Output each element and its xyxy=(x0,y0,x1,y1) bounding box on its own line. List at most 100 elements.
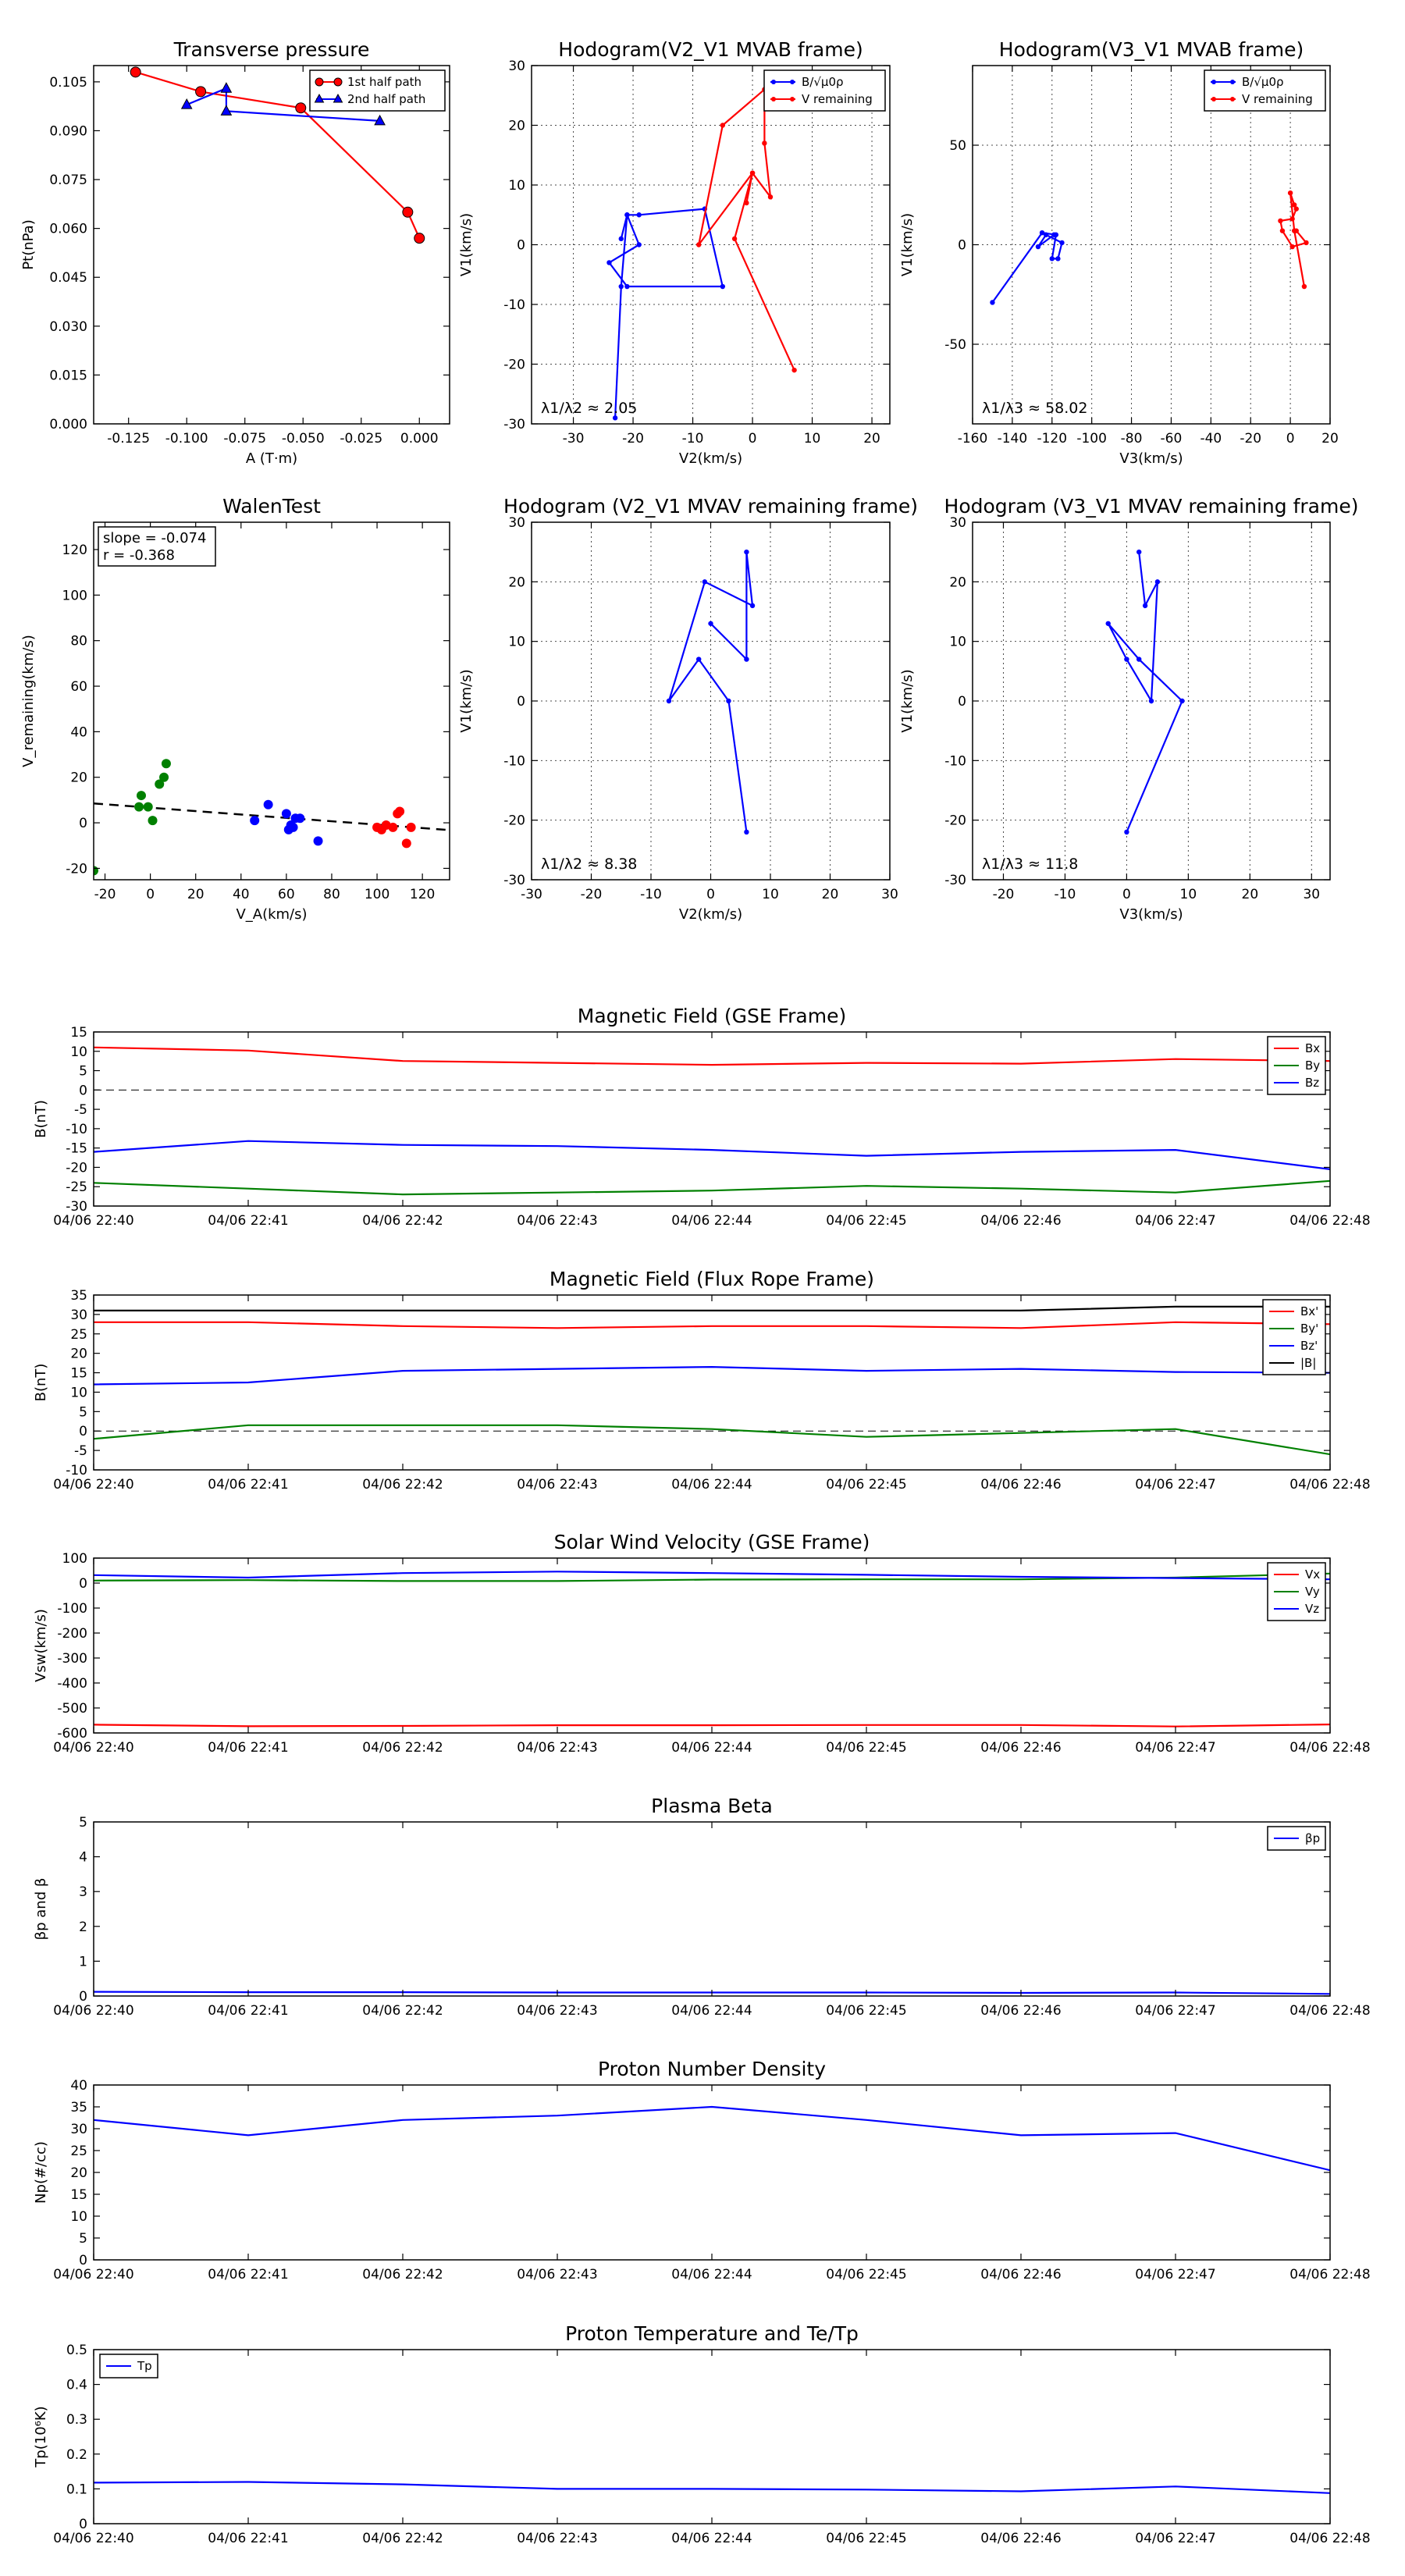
legend-label-0: B/√μ0ρ xyxy=(1242,75,1284,89)
x-tick-label-7: 04/06 22:47 xyxy=(1135,1477,1215,1493)
x-tick-label-8: 04/06 22:48 xyxy=(1289,2531,1370,2546)
plot-area xyxy=(606,87,797,421)
series-line-0 xyxy=(94,2105,1330,2172)
y-tick-label-0: -50 xyxy=(944,337,966,353)
x-tick-label-4: 04/06 22:44 xyxy=(671,1477,752,1493)
stats-box xyxy=(98,526,216,567)
point-0-7 xyxy=(161,759,171,769)
y-tick-label-3: 40 xyxy=(70,724,87,740)
y-tick-label-6: 100 xyxy=(62,588,87,603)
legend-label-1: V remaining xyxy=(1242,92,1313,106)
point-0-7 xyxy=(606,260,612,265)
point-1-4 xyxy=(762,141,767,146)
y-tick-label-5: -5 xyxy=(74,1102,87,1118)
series-line-0 xyxy=(1107,552,1183,833)
y-tick-label-5: 15 xyxy=(70,1366,87,1382)
point-1-1 xyxy=(263,799,273,809)
legend: Tp xyxy=(99,2354,158,2379)
legend-label-0: Bx xyxy=(1305,1041,1320,1055)
x-tick-label-1: 04/06 22:41 xyxy=(208,1477,288,1493)
x-tick-label-4: 04/06 22:44 xyxy=(671,2531,752,2546)
chart-panel-0: -0.125 -0.100 -0.075 -0.050 -0.025 0.000 0.000… xyxy=(20,38,450,467)
point-1-0 xyxy=(791,367,797,373)
x-tick-label-1: 0 xyxy=(146,887,155,902)
y-tick-label-0: -30 xyxy=(944,873,966,888)
x-tick-label-6: 04/06 22:46 xyxy=(980,1740,1061,1756)
y-tick-label-8: 40 xyxy=(70,2078,87,2094)
x-axis-label: A (T·m) xyxy=(246,450,297,467)
y-tick-label-4: 10 xyxy=(949,635,966,650)
x-tick-label-3: 04/06 22:43 xyxy=(517,1477,597,1493)
point-1-6 xyxy=(1278,218,1283,224)
point-0-4 xyxy=(1055,256,1061,262)
chart-panel-3: -20 0 20 40 60 80 100 120 -20 0 20 40 60 80 100 120 Wale… xyxy=(20,495,450,923)
y-tick-label-5: 25 xyxy=(70,2144,87,2159)
x-tick-label-0: -0.125 xyxy=(107,431,150,447)
y-tick-label-2: -10 xyxy=(503,753,525,769)
legend-label-0: Bx' xyxy=(1300,1304,1318,1318)
legend-marker-0 xyxy=(771,80,776,84)
x-axis-label: V2(km/s) xyxy=(679,906,742,923)
x-tick-label-5: -60 xyxy=(1161,431,1183,447)
point-0-2 xyxy=(1136,656,1142,662)
chart-title: Magnetic Field (Flux Rope Frame) xyxy=(550,1268,874,1290)
point-0-8 xyxy=(708,621,713,626)
x-tick-label-6: 04/06 22:46 xyxy=(980,2531,1061,2546)
y-tick-label-2: 50 xyxy=(949,138,966,154)
x-tick-label-7: 120 xyxy=(410,887,435,902)
x-tick-label-8: 04/06 22:48 xyxy=(1289,2267,1370,2282)
plot-area xyxy=(94,1571,1330,1727)
y-tick-label-0: -30 xyxy=(503,873,525,888)
x-tick-label-6: 100 xyxy=(365,887,389,902)
y-tick-label-1: -5 xyxy=(74,1443,87,1459)
point-1-7 xyxy=(1279,228,1286,233)
legend-label-1: V remaining xyxy=(802,92,873,106)
stats-line-1: r = -0.368 xyxy=(103,547,175,564)
x-tick-label-7: -20 xyxy=(1240,431,1261,447)
y-tick-label-2: -10 xyxy=(944,753,966,769)
x-tick-label-3: 04/06 22:43 xyxy=(517,1740,597,1756)
y-tick-label-2: 20 xyxy=(70,770,87,786)
series-line-3 xyxy=(94,1305,1330,1312)
plot-area xyxy=(990,190,1309,305)
x-tick-label-1: -140 xyxy=(998,431,1028,447)
point-1-2 xyxy=(220,105,233,116)
legend-marker-1 xyxy=(1211,97,1216,101)
y-axis-label: Pt(nPa) xyxy=(20,219,37,269)
chart-panel-4: -30 -20 -10 0 10 20 30-30-20-100102030Hodogram… xyxy=(458,495,918,923)
series-line-0 xyxy=(94,1724,1330,1727)
x-tick-label-3: 40 xyxy=(233,887,250,902)
x-tick-label-3: 04/06 22:43 xyxy=(517,2531,597,2546)
legend-marker-1 xyxy=(771,97,776,101)
legend: B/√μ0ρ V remaining xyxy=(763,69,886,112)
y-tick-label-3: 15 xyxy=(70,2187,87,2203)
ratio-annotation: λ1/λ2 ≈ 8.38 xyxy=(541,856,637,873)
chart-title: Hodogram(V2_V1 MVAB frame) xyxy=(558,38,863,61)
axes-frame xyxy=(93,65,450,425)
x-tick-label-4: 04/06 22:44 xyxy=(671,2003,752,2019)
y-tick-label-1: -20 xyxy=(503,813,525,829)
y-tick-label-6: 30 xyxy=(949,515,966,531)
x-tick-label-4: 20 xyxy=(1242,887,1259,902)
point-1-8 xyxy=(313,836,323,846)
chart-title: Proton Number Density xyxy=(598,2058,826,2080)
plot-area xyxy=(94,1046,1330,1196)
x-tick-label-3: -100 xyxy=(1076,431,1107,447)
y-tick-label-5: 0.075 xyxy=(49,173,87,188)
x-tick-label-6: -40 xyxy=(1200,431,1222,447)
series-line-0 xyxy=(991,232,1063,304)
x-tick-label-6: 04/06 22:46 xyxy=(980,1213,1061,1229)
x-tick-label-2: 04/06 22:42 xyxy=(362,1213,443,1229)
point-0-5 xyxy=(1059,240,1065,246)
x-tick-label-0: -160 xyxy=(958,431,988,447)
point-1-3 xyxy=(767,194,774,200)
y-tick-label-6: 20 xyxy=(70,1347,87,1362)
legend-marker-b-1 xyxy=(333,93,343,103)
x-tick-label-7: 04/06 22:47 xyxy=(1135,1213,1215,1229)
legend: B/√μ0ρ V remaining xyxy=(1204,69,1326,112)
y-tick-label-1: 5 xyxy=(79,2231,87,2247)
point-1-8 xyxy=(749,170,756,176)
x-tick-label-0: 04/06 22:40 xyxy=(53,2003,133,2019)
y-tick-label-7: 35 xyxy=(70,2100,87,2115)
x-tick-label-2: 04/06 22:42 xyxy=(362,1477,443,1493)
